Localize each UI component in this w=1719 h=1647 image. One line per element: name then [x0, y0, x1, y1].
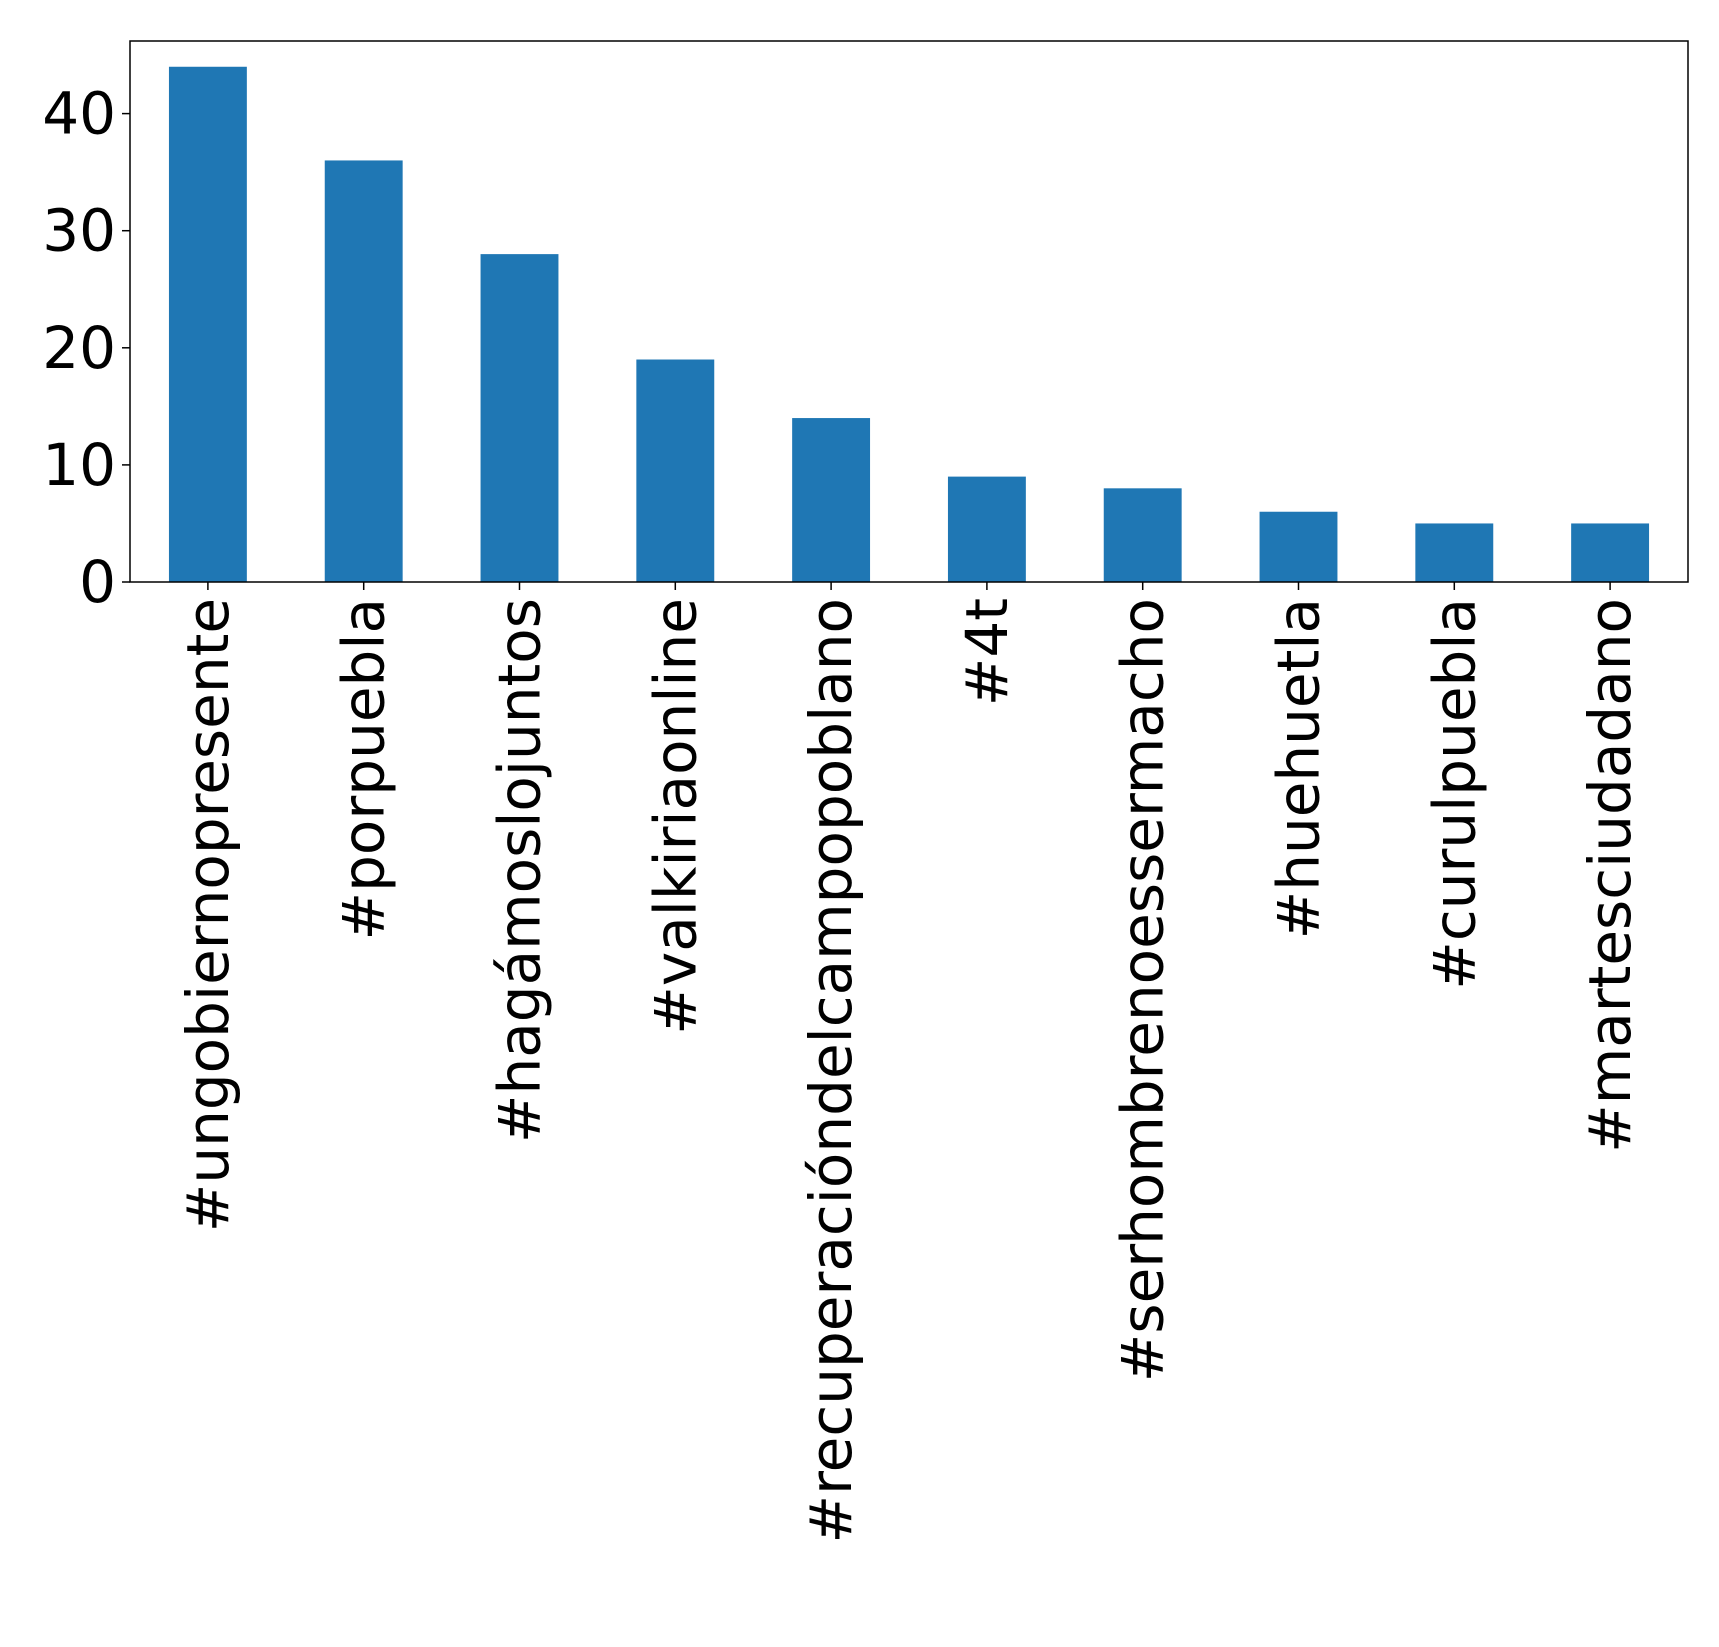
y-tick-label: 20	[42, 314, 116, 382]
x-tick-label: #martesciudadano	[1576, 598, 1644, 1153]
x-tick-label: #recuperacióndelcampopoblano	[797, 598, 865, 1544]
x-tick-label: #huehuetla	[1265, 598, 1333, 939]
bar	[480, 254, 559, 582]
bar	[168, 66, 247, 582]
x-axis: #ungobiernopresente #porpuebla #hagámosloj…	[174, 582, 1644, 1544]
x-tick-label: #porpuebla	[330, 598, 398, 940]
bar	[947, 476, 1026, 582]
y-tick-label: 0	[79, 548, 116, 616]
bar	[1259, 511, 1338, 582]
y-tick-label: 30	[42, 197, 116, 265]
x-tick-label: #curulpuebla	[1420, 598, 1488, 990]
bar	[1103, 488, 1182, 582]
bar	[636, 359, 715, 582]
x-tick-label: #ungobiernopresente	[174, 598, 242, 1232]
bar	[1571, 523, 1650, 582]
bar	[792, 418, 871, 582]
bars-layer	[168, 66, 1650, 582]
plot-frame	[129, 40, 1689, 583]
y-tick-label: 10	[42, 431, 116, 499]
y-axis: 0 10 20 30 40	[42, 80, 130, 616]
x-tick-label: #hagámoslojuntos	[486, 598, 554, 1143]
y-tick-label: 40	[42, 80, 116, 148]
x-tick-label: #valkiriaonline	[641, 598, 709, 1035]
bar	[324, 160, 403, 582]
bar	[1415, 523, 1494, 582]
x-tick-label: #4t	[953, 598, 1021, 706]
x-tick-label: #serhombrenoessermacho	[1109, 598, 1177, 1382]
